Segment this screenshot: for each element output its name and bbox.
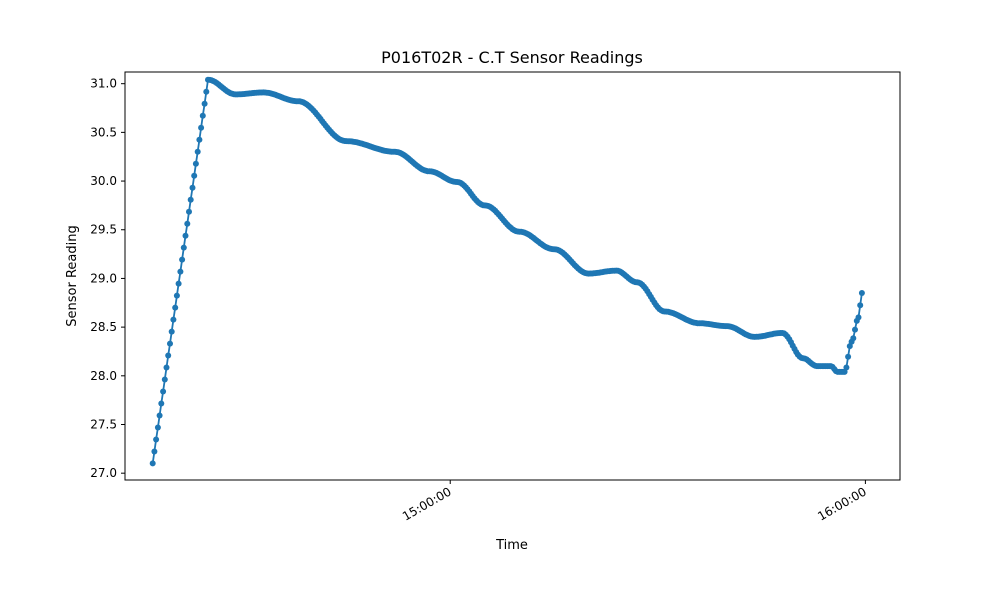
- data-point: [194, 148, 201, 155]
- data-point: [198, 124, 205, 131]
- data-point: [168, 328, 175, 335]
- y-tick-label: 29.0: [90, 271, 117, 285]
- data-point: [180, 244, 187, 251]
- data-point: [203, 88, 210, 95]
- data-point: [151, 448, 158, 455]
- data-point: [187, 196, 194, 203]
- y-tick-label: 30.5: [90, 125, 117, 139]
- plot-area: [149, 76, 865, 467]
- data-point: [191, 172, 198, 179]
- data-point: [845, 353, 852, 360]
- data-point: [158, 400, 165, 407]
- data-point: [172, 304, 179, 311]
- data-point: [170, 316, 177, 323]
- y-tick-label: 29.5: [90, 223, 117, 237]
- data-point: [165, 352, 172, 359]
- data-point: [843, 364, 850, 371]
- data-point: [182, 232, 189, 239]
- data-point: [192, 160, 199, 167]
- y-tick-label: 30.0: [90, 174, 117, 188]
- data-point: [852, 326, 858, 333]
- y-tick-label: 28.0: [90, 369, 117, 383]
- data-point: [199, 112, 206, 119]
- y-axis: 27.0 27.5 28.0 28.5 29.0 29.5 30.0 30.5 31.0: [90, 77, 125, 480]
- data-point: [855, 314, 862, 321]
- data-point: [189, 184, 196, 191]
- data-point: [163, 364, 170, 371]
- chart-title: P016T02R - C.T Sensor Readings: [381, 48, 643, 67]
- data-point: [149, 460, 156, 467]
- y-tick-label: 31.0: [90, 77, 117, 91]
- y-axis-label: Sensor Reading: [65, 225, 80, 326]
- data-point: [186, 208, 192, 215]
- data-point: [201, 100, 208, 107]
- data-point: [850, 335, 857, 342]
- y-tick-label: 27.5: [90, 417, 117, 431]
- data-point: [161, 376, 168, 383]
- data-point: [160, 388, 167, 395]
- axes-frame: [124, 71, 901, 481]
- data-point: [156, 412, 163, 419]
- data-point: [184, 220, 191, 227]
- data-point: [858, 290, 865, 296]
- data-point: [196, 136, 203, 143]
- y-tick-label: 28.5: [90, 320, 117, 334]
- data-point: [167, 340, 173, 347]
- data-point: [175, 280, 182, 287]
- data-point: [154, 424, 161, 431]
- data-point: [179, 256, 186, 263]
- y-tick-label: 27.0: [90, 466, 117, 480]
- data-point: [177, 268, 184, 275]
- data-point: [153, 436, 160, 443]
- x-axis-label: Time: [495, 538, 528, 553]
- data-point: [173, 292, 180, 299]
- data-point: [857, 302, 864, 309]
